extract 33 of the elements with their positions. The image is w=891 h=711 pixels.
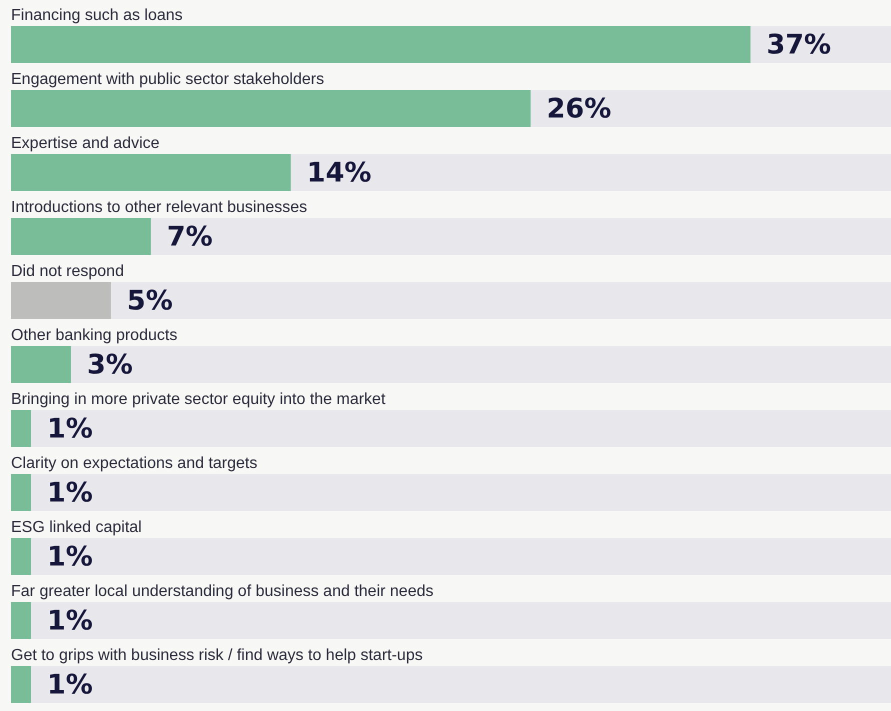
data-label: 7%	[166, 222, 213, 252]
data-label: 14%	[306, 158, 372, 188]
data-label: 1%	[46, 414, 93, 444]
bar	[11, 154, 291, 191]
y-tick-label: Bringing in more private sector equity into the market	[11, 391, 386, 408]
data-label: 1%	[46, 670, 93, 700]
y-tick-label: Far greater local understanding of business and their needs	[11, 583, 434, 600]
data-label: 5%	[126, 286, 173, 316]
data-label: 1%	[46, 542, 93, 572]
bar	[11, 538, 31, 575]
y-tick-label: Engagement with public sector stakeholders	[11, 71, 324, 88]
y-tick-label: Clarity on expectations and targets	[11, 455, 258, 472]
y-tick-label: Other banking products	[11, 327, 178, 344]
bar	[11, 346, 71, 383]
bar	[11, 90, 531, 127]
bar	[11, 26, 750, 63]
data-label: 1%	[46, 606, 93, 636]
data-label: 3%	[86, 350, 133, 380]
data-label: 26%	[546, 94, 612, 124]
bar	[11, 410, 31, 447]
y-tick-label: Expertise and advice	[11, 135, 160, 152]
data-label: 1%	[46, 478, 93, 508]
y-tick-label: ESG linked capital	[11, 519, 142, 536]
bar	[11, 602, 31, 639]
y-tick-label: Introductions to other relevant businesses	[11, 199, 308, 216]
bar	[11, 666, 31, 703]
y-tick-label: Get to grips with business risk / find ways to help start-ups	[11, 647, 423, 664]
bar	[11, 474, 31, 511]
bar	[11, 282, 111, 319]
data-label: 37%	[766, 30, 832, 60]
y-tick-label: Did not respond	[11, 263, 124, 280]
y-tick-label: Financing such as loans	[11, 7, 183, 24]
bar	[11, 218, 151, 255]
